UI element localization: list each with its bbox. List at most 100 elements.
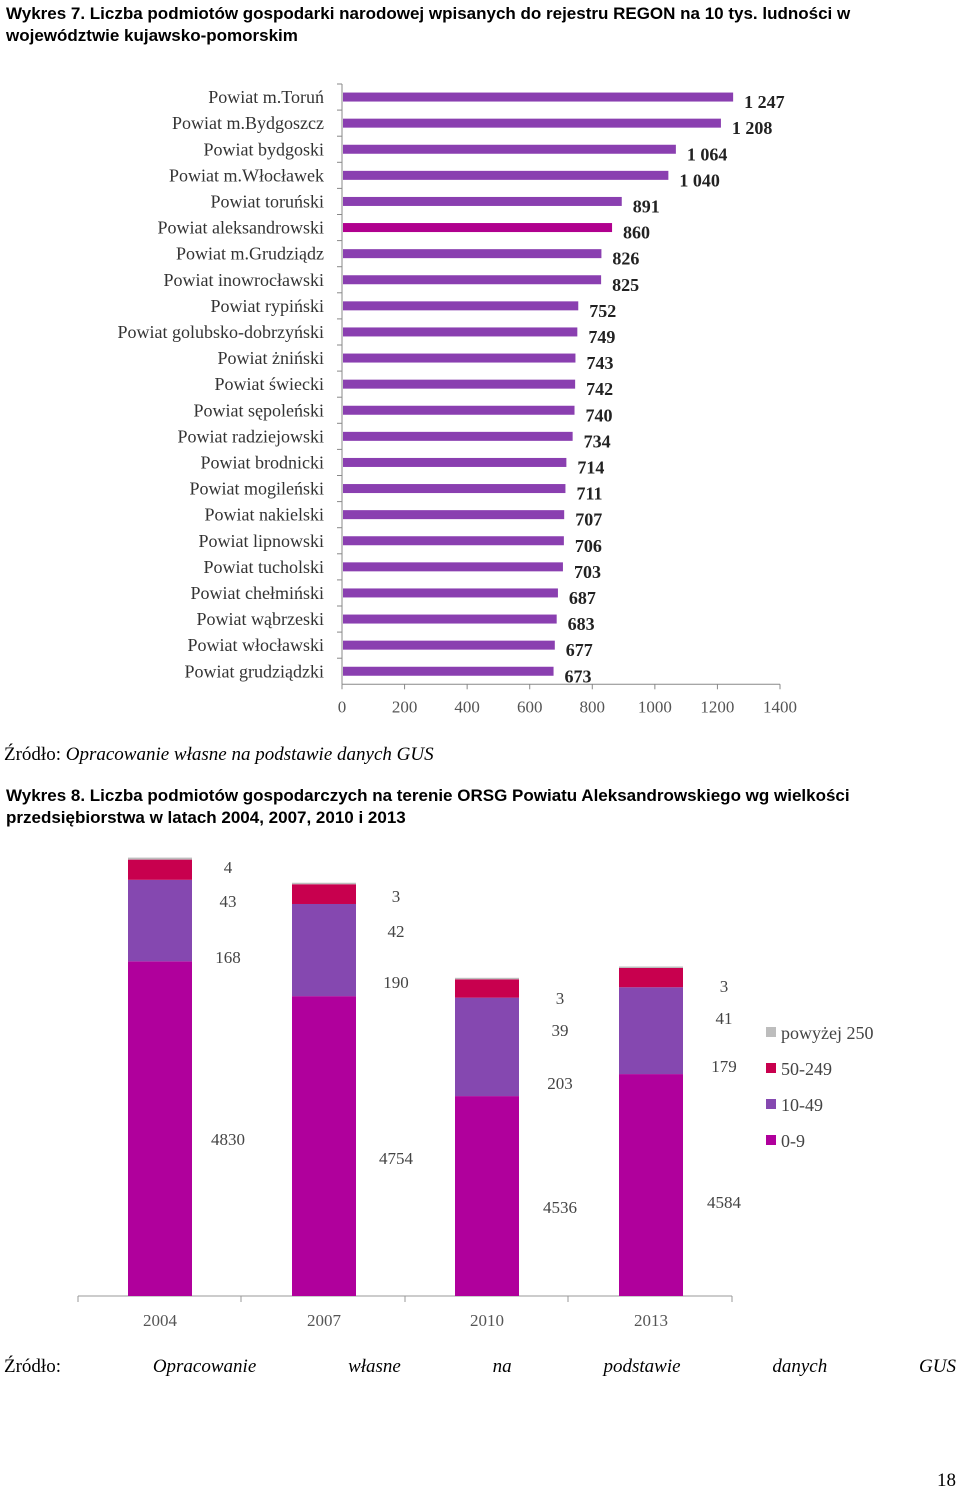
- data-label: 677: [566, 640, 593, 660]
- bar: [343, 536, 564, 546]
- x-tick-label: 800: [580, 697, 606, 716]
- data-label: 168: [215, 948, 241, 967]
- data-label: 714: [577, 457, 604, 477]
- x-tick-label: 0: [338, 697, 347, 716]
- data-label: 3: [556, 989, 565, 1008]
- data-label: 743: [586, 353, 613, 373]
- data-label: 41: [716, 1009, 733, 1028]
- stacked-segment: [292, 882, 356, 885]
- category-label: Powiat golubsko-dobrzyński: [118, 322, 325, 342]
- stacked-segment: [619, 987, 683, 1075]
- data-label: 4830: [211, 1130, 245, 1149]
- data-label: 179: [711, 1057, 737, 1076]
- data-label: 706: [575, 536, 602, 556]
- bar: [343, 275, 602, 285]
- chart1-source: Źródło: Opracowanie własne na podstawie …: [4, 744, 434, 766]
- stacked-segment: [455, 979, 519, 998]
- stacked-segment: [455, 977, 519, 980]
- stacked-segment: [292, 996, 356, 1296]
- bar: [343, 144, 676, 154]
- category-label: Powiat brodnicki: [201, 452, 325, 472]
- data-label: 891: [633, 196, 660, 216]
- chart2-source-word: własne: [348, 1356, 401, 1377]
- x-tick-label: 1400: [763, 697, 797, 716]
- legend-swatch: [766, 1135, 776, 1145]
- data-label: 707: [575, 510, 602, 530]
- stacked-segment: [455, 997, 519, 1097]
- bar: [343, 484, 566, 494]
- chart1-source-text: Opracowanie własne na podstawie danych G…: [65, 744, 434, 765]
- legend-swatch: [766, 1027, 776, 1037]
- data-label: 673: [565, 666, 592, 686]
- legend-swatch: [766, 1099, 776, 1109]
- page-number: 18: [937, 1470, 956, 1491]
- category-label: Powiat toruński: [210, 191, 324, 211]
- data-label: 860: [623, 223, 650, 243]
- bar: [343, 353, 576, 363]
- category-label: Powiat włocławski: [188, 635, 325, 655]
- legend-label: 0-9: [781, 1131, 805, 1151]
- data-label: 203: [547, 1074, 573, 1093]
- bar: [343, 118, 721, 128]
- chart2-source: Źródło: Opracowanie własne na podstawie …: [4, 1356, 956, 1378]
- bar: [343, 510, 565, 520]
- category-label: Powiat wąbrzeski: [197, 609, 324, 629]
- category-label: Powiat rypiński: [210, 296, 324, 316]
- bar: [343, 457, 567, 467]
- bar: [343, 223, 613, 233]
- bar: [343, 170, 669, 180]
- legend-label: powyżej 250: [781, 1023, 873, 1043]
- chart2-source-word: podstawie: [603, 1356, 681, 1377]
- data-label: 825: [612, 275, 639, 295]
- chart1-title-line2: województwie kujawsko-pomorskim: [6, 26, 298, 45]
- data-label: 687: [569, 588, 596, 608]
- chart1-source-label: Źródło:: [4, 744, 61, 765]
- bar: [343, 588, 558, 598]
- category-label: Powiat bydgoski: [203, 139, 324, 159]
- x-tick-label: 200: [392, 697, 418, 716]
- chart2-title-line2: przedsiębiorstwa w latach 2004, 2007, 20…: [6, 808, 406, 827]
- data-label: 1 208: [732, 118, 773, 138]
- data-label: 3: [392, 887, 401, 906]
- x-tick-label: 600: [517, 697, 543, 716]
- x-tick-label: 2013: [634, 1311, 668, 1330]
- data-label: 42: [388, 922, 405, 941]
- x-tick-label: 1200: [700, 697, 734, 716]
- legend-label: 10-49: [781, 1095, 823, 1115]
- bar: [343, 92, 734, 102]
- category-label: Powiat tucholski: [204, 557, 325, 577]
- chart2-source-word: GUS: [919, 1356, 956, 1377]
- stacked-segment: [128, 879, 192, 962]
- data-label: 734: [584, 431, 611, 451]
- bar: [343, 431, 573, 441]
- category-label: Powiat chełmiński: [191, 583, 325, 603]
- stacked-bar-chart: 4830 168 43 4 2004 4754 190 42 3 2007 4536 203 39 3 20…: [77, 857, 873, 1330]
- chart2-source-word: Opracowanie: [152, 1356, 257, 1377]
- bar: [343, 614, 557, 624]
- legend-label: 50-249: [781, 1059, 832, 1079]
- legend-swatch: [766, 1063, 776, 1073]
- bar: [343, 562, 563, 572]
- category-label: Powiat sępoleński: [194, 400, 325, 420]
- x-tick-label: 2004: [143, 1311, 178, 1330]
- data-label: 749: [588, 327, 615, 347]
- category-label: Powiat grudziądzki: [185, 661, 324, 681]
- category-label: Powiat m.Toruń: [208, 87, 324, 107]
- category-label: Powiat lipnowski: [198, 531, 324, 551]
- stacked-segment: [128, 857, 192, 860]
- stacked-segment: [619, 968, 683, 988]
- bar: [343, 405, 575, 415]
- data-label: 3: [720, 977, 729, 996]
- x-tick-label: 400: [454, 697, 480, 716]
- category-label: Powiat żniński: [218, 348, 325, 368]
- data-label: 826: [612, 249, 639, 269]
- data-label: 752: [589, 301, 616, 321]
- category-label: Powiat m.Bydgoszcz: [172, 113, 324, 133]
- category-label: Powiat m.Włocławek: [169, 165, 324, 185]
- bar: [343, 327, 578, 337]
- stacked-segment: [128, 961, 192, 1296]
- stacked-segment: [292, 884, 356, 904]
- data-label: 4: [224, 858, 233, 877]
- stacked-segment: [455, 1096, 519, 1296]
- data-label: 711: [576, 484, 602, 504]
